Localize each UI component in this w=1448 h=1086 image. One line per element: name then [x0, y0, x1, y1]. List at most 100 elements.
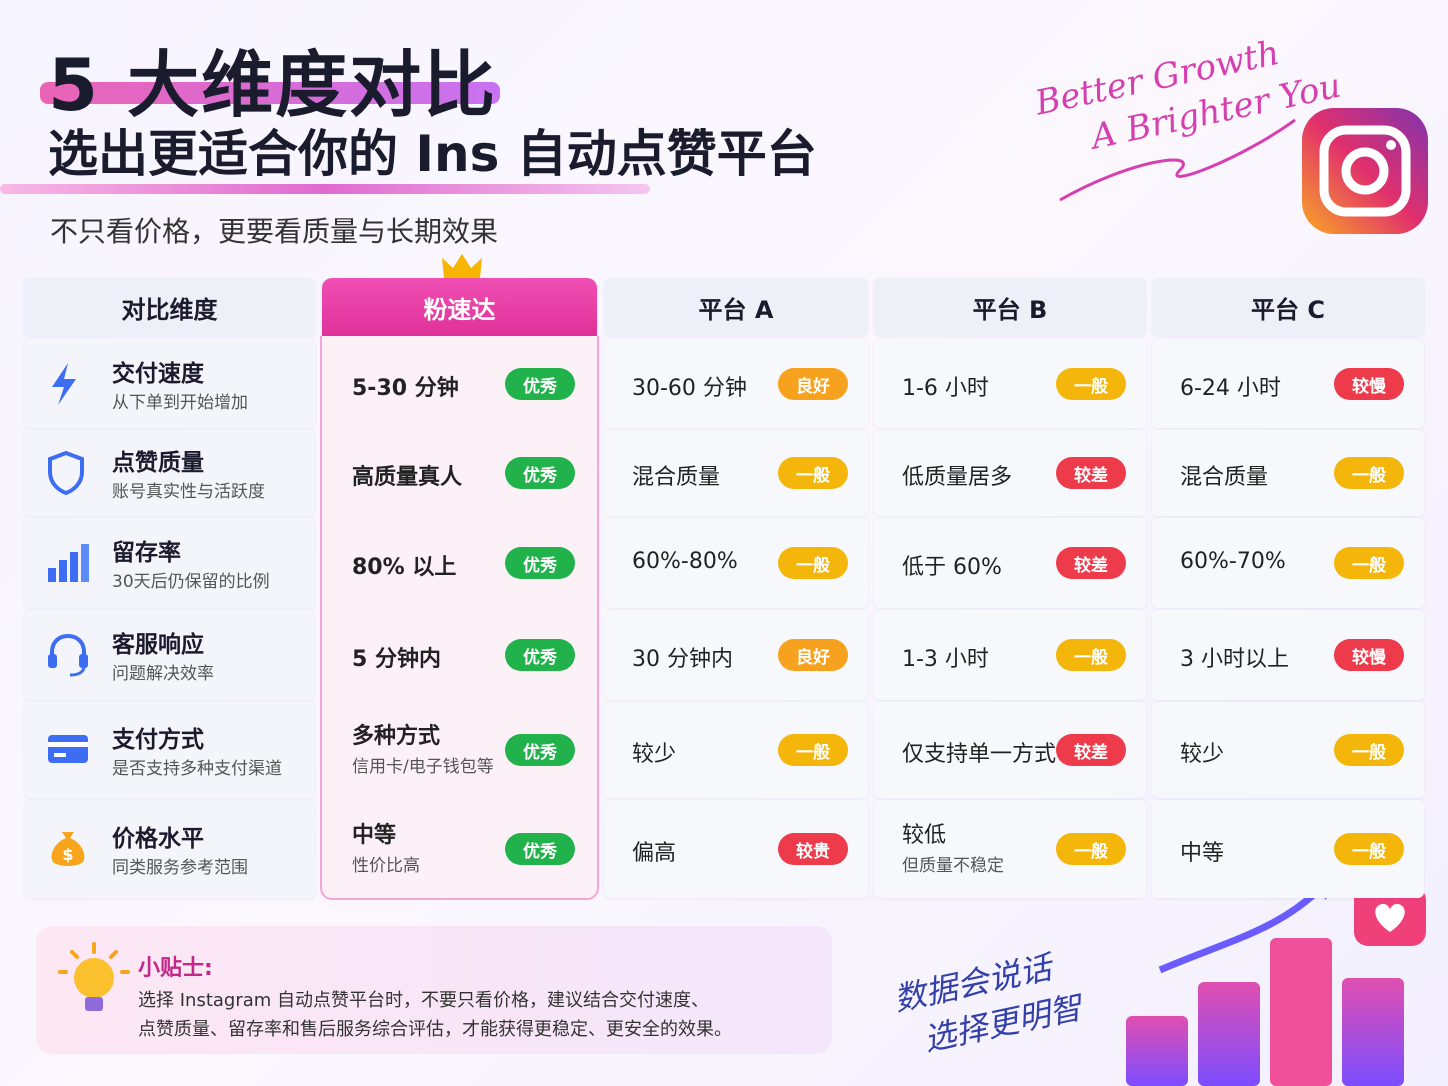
dimension-cell: 点赞质量账号真实性与活跃度	[24, 430, 315, 516]
swoosh	[1059, 118, 1296, 202]
dimension-cell: 客服响应问题解决效率	[24, 610, 315, 700]
rating-badge: 较贵	[778, 833, 848, 865]
rating-badge: 优秀	[505, 639, 575, 671]
rating-badge: 良好	[778, 368, 848, 400]
cell-subtext: 信用卡/电子钱包等	[352, 757, 494, 777]
rating-badge: 一般	[1334, 547, 1404, 579]
table-cell: 1-3 小时 一般	[874, 610, 1146, 700]
cell-text: 60%-70%	[1180, 549, 1286, 574]
column-header: 平台 B	[874, 278, 1146, 336]
dimension-icon: $	[51, 832, 85, 866]
cell-text: 30 分钟内	[632, 647, 733, 672]
cell-text: 低质量居多	[902, 465, 1013, 490]
dimension-name: 交付速度	[112, 361, 204, 387]
cell-text: 混合质量	[632, 465, 721, 490]
rating-badge: 一般	[1334, 833, 1404, 865]
dimension-name: 支付方式	[112, 727, 204, 753]
cell-subtext: 但质量不稳定	[902, 856, 1004, 876]
table-cell: 1-6 小时 一般	[874, 340, 1146, 428]
crown-shape	[442, 254, 482, 278]
column-header: 平台 A	[604, 278, 868, 336]
tip-text: 选择 Instagram 自动点赞平台时，不要只看价格，建议结合交付速度、	[138, 990, 710, 1011]
dimension-desc: 问题解决效率	[112, 664, 214, 684]
rating-badge: 一般	[1056, 833, 1126, 865]
table-cell: 偏高 较贵	[604, 800, 868, 898]
svg-text:$: $	[62, 845, 73, 864]
highlight-column	[320, 336, 599, 900]
rating-badge: 优秀	[505, 734, 575, 766]
table-cell: 60%-80% 一般	[604, 518, 868, 608]
bulb-icon	[58, 942, 130, 1011]
cell-text: 较少	[1180, 742, 1225, 767]
tip-title: 小贴士:	[138, 956, 213, 981]
tagline: 不只看价格，更要看质量与长期效果	[50, 215, 499, 248]
tip-box	[36, 926, 832, 1054]
cell-text: 5 分钟内	[352, 647, 441, 672]
rating-badge: 较慢	[1334, 639, 1404, 671]
dimension-icon	[48, 633, 88, 677]
table-cell: 中等 性价比高 优秀	[324, 800, 595, 898]
rating-badge: 优秀	[505, 457, 575, 489]
subtitle: 选出更适合你的 Ins 自动点赞平台	[48, 125, 817, 183]
table-cell: 较低 但质量不稳定 一般	[874, 800, 1146, 898]
table-cell: 低质量居多 较差	[874, 430, 1146, 516]
column-header: 粉速达	[322, 278, 597, 336]
dimension-icon	[48, 450, 84, 496]
cell-text: 5-30 分钟	[352, 376, 459, 401]
cell-text: 60%-80%	[632, 549, 738, 574]
instagram-lens	[1341, 147, 1389, 195]
column-header: 对比维度	[24, 278, 315, 336]
cell-text: 6-24 小时	[1180, 376, 1281, 401]
table-cell: 80% 以上 优秀	[324, 518, 595, 608]
cell-subtext: 性价比高	[352, 856, 420, 876]
dimension-name: 客服响应	[112, 632, 204, 658]
cell-text: 较少	[632, 742, 677, 767]
table-cell: 低于 60% 较差	[874, 518, 1146, 608]
dimension-name: 点赞质量	[112, 450, 204, 476]
table-cell: 较少 一般	[604, 702, 868, 798]
tip-text: 点赞质量、留存率和售后服务综合评估，才能获得更稳定、更安全的效果。	[138, 1019, 732, 1040]
rating-badge: 一般	[1056, 639, 1126, 671]
rating-badge: 较慢	[1334, 368, 1404, 400]
rating-badge: 较差	[1056, 547, 1126, 579]
table-cell: 较少 一般	[1152, 702, 1424, 798]
decor-bars	[1126, 878, 1426, 1086]
dimension-desc: 账号真实性与活跃度	[112, 482, 265, 502]
rating-badge: 一般	[1334, 734, 1404, 766]
title: 5 大维度对比	[48, 43, 498, 127]
dimension-desc: 从下单到开始增加	[112, 393, 248, 413]
dimension-icon	[52, 363, 76, 405]
rating-badge: 一般	[1056, 368, 1126, 400]
column-header: 平台 C	[1152, 278, 1424, 336]
cell-text: 中等	[352, 823, 397, 848]
dimension-desc: 同类服务参考范围	[112, 858, 248, 878]
table-cell: 30-60 分钟 良好	[604, 340, 868, 428]
table-cell: 6-24 小时 较慢	[1152, 340, 1424, 428]
rating-badge: 优秀	[505, 368, 575, 400]
cell-text: 多种方式	[352, 724, 441, 749]
cell-text: 80% 以上	[352, 555, 457, 580]
table-cell: 混合质量 一般	[1152, 430, 1424, 516]
rating-badge: 优秀	[505, 547, 575, 579]
cell-text: 30-60 分钟	[632, 376, 747, 401]
rating-badge: 较差	[1056, 457, 1126, 489]
rating-badge: 一般	[778, 547, 848, 579]
cell-text: 仅支持单一方式	[902, 742, 1057, 767]
table-cell: 30 分钟内 良好	[604, 610, 868, 700]
dimension-desc: 30天后仍保留的比例	[112, 572, 270, 592]
table-cell: 高质量真人 优秀	[324, 430, 595, 516]
cell-text: 3 小时以上	[1180, 647, 1289, 672]
subtitle-underline	[0, 184, 650, 194]
decor-header	[1059, 108, 1428, 234]
table-cell: 仅支持单一方式 较差	[874, 702, 1146, 798]
dimension-cell: 支付方式 是否支持多种支付渠道	[24, 702, 315, 798]
rating-badge: 较差	[1056, 734, 1126, 766]
cell-text: 偏高	[632, 841, 677, 866]
dimension-name: 价格水平	[112, 826, 204, 852]
crown	[442, 254, 482, 278]
rating-badge: 一般	[778, 734, 848, 766]
table-cell: 混合质量 一般	[604, 430, 868, 516]
dimension-cell: $ 价格水平同类服务参考范围	[24, 800, 315, 898]
rating-badge: 一般	[1334, 457, 1404, 489]
